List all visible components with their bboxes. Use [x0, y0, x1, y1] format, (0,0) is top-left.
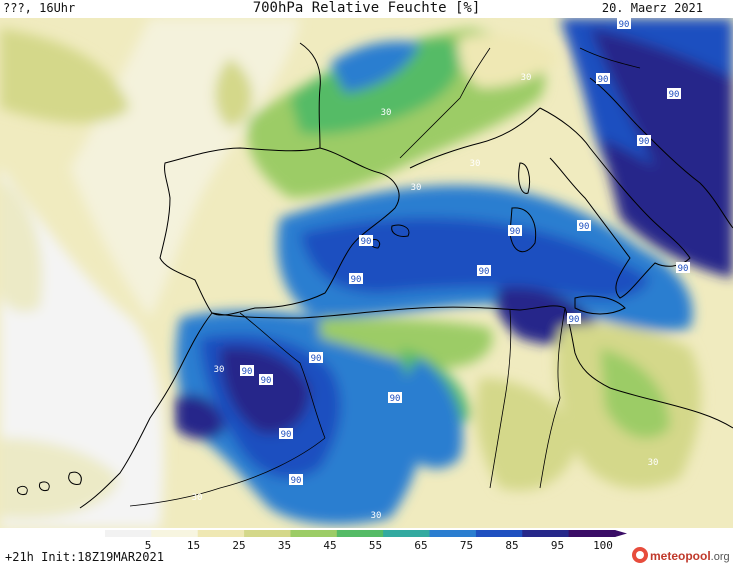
- label-90: 90: [617, 18, 631, 30]
- svg-text:90: 90: [261, 376, 272, 386]
- colorbar-arrow: [615, 530, 627, 537]
- label-90: 90: [596, 73, 610, 85]
- weekday-time: ???, 16Uhr: [3, 1, 76, 15]
- svg-text:30: 30: [411, 183, 422, 193]
- label-90: 90: [240, 365, 254, 377]
- colorbar-segment: [336, 530, 384, 537]
- label-30: 30: [371, 511, 382, 521]
- svg-text:90: 90: [361, 237, 372, 247]
- colorbar-segment: [475, 530, 523, 537]
- colorbar-tick-label: 75: [460, 539, 473, 550]
- label-30: 30: [192, 493, 203, 503]
- label-90: 90: [309, 352, 323, 364]
- colorbar-tick-label: 5: [145, 539, 152, 550]
- label-30: 30: [214, 365, 225, 375]
- map-title: 700hPa Relative Feuchte [%]: [252, 0, 481, 16]
- label-30: 30: [411, 183, 422, 193]
- svg-text:90: 90: [351, 275, 362, 285]
- label-90: 90: [508, 225, 522, 237]
- label-90: 90: [388, 392, 402, 404]
- svg-text:90: 90: [479, 267, 490, 277]
- svg-text:30: 30: [214, 365, 225, 375]
- label-90: 90: [676, 262, 690, 274]
- svg-text:90: 90: [598, 75, 609, 85]
- brand-logo: meteopool.org: [630, 546, 733, 566]
- colorbar-segment: [151, 530, 199, 537]
- svg-text:90: 90: [510, 227, 521, 237]
- label-90: 90: [477, 265, 491, 277]
- label-30: 30: [381, 108, 392, 118]
- colorbar-tick-label: 95: [551, 539, 564, 550]
- svg-text:90: 90: [291, 476, 302, 486]
- label-30: 30: [470, 159, 481, 169]
- colorbar-tick-label: 65: [414, 539, 427, 550]
- svg-text:90: 90: [390, 394, 401, 404]
- init-line: +21h Init:18Z19MAR2021: [5, 550, 164, 564]
- colorbar-segment: [290, 530, 338, 537]
- colorbar: 5 15 25 35 45 55 65 75 85 95 100: [105, 530, 627, 550]
- label-90: 90: [349, 273, 363, 285]
- colorbar-tick-label: 15: [187, 539, 200, 550]
- label-90: 90: [567, 313, 581, 325]
- label-90: 90: [667, 88, 681, 100]
- colorbar-segment: [383, 530, 431, 537]
- svg-text:90: 90: [579, 222, 590, 232]
- forecast-step: +21h: [5, 550, 34, 564]
- svg-text:90: 90: [639, 137, 650, 147]
- label-90: 90: [259, 374, 273, 386]
- svg-text:90: 90: [569, 315, 580, 325]
- coastlines: [17, 42, 733, 509]
- brand-name: meteopool.org: [650, 549, 730, 563]
- colorbar-segment: [568, 530, 616, 537]
- label-90: 90: [359, 235, 373, 247]
- map-footer: 5 15 25 35 45 55 65 75 85 95 100 +21h Init:18Z19MA…: [0, 528, 733, 566]
- label-90: 90: [577, 220, 591, 232]
- contour-labels: 90 90 90 90 90 90 90 90 90 90 90 90 90 9…: [192, 18, 690, 521]
- svg-text:90: 90: [678, 264, 689, 274]
- humidity-map: 90 90 90 90 90 90 90 90 90 90 90 90 90 9…: [0, 18, 733, 528]
- colorbar-segment: [429, 530, 477, 537]
- svg-text:30: 30: [381, 108, 392, 118]
- label-90: 90: [279, 428, 293, 440]
- colorbar-tick-label: 25: [232, 539, 245, 550]
- svg-text:30: 30: [521, 73, 532, 83]
- svg-text:30: 30: [192, 493, 203, 503]
- label-90: 90: [289, 474, 303, 486]
- meteopool-icon: [632, 547, 648, 563]
- svg-text:90: 90: [281, 430, 292, 440]
- colorbar-tick-label: 85: [505, 539, 518, 550]
- svg-text:90: 90: [311, 354, 322, 364]
- svg-text:30: 30: [470, 159, 481, 169]
- svg-text:90: 90: [669, 90, 680, 100]
- colorbar-tick-label: 45: [323, 539, 336, 550]
- colorbar-tick-label: 55: [369, 539, 382, 550]
- label-90: 90: [637, 135, 651, 147]
- label-30: 30: [648, 458, 659, 468]
- svg-text:90: 90: [242, 367, 253, 377]
- svg-text:30: 30: [648, 458, 659, 468]
- colorbar-tick-label: 100: [593, 539, 613, 550]
- colorbar-segment: [244, 530, 291, 537]
- colorbar-segment: [105, 530, 152, 537]
- svg-text:90: 90: [619, 20, 630, 30]
- map-header: ???, 16Uhr 700hPa Relative Feuchte [%] 2…: [0, 0, 733, 18]
- label-30: 30: [521, 73, 532, 83]
- colorbar-segment: [522, 530, 570, 537]
- init-time: Init:18Z19MAR2021: [41, 550, 164, 564]
- svg-text:30: 30: [371, 511, 382, 521]
- colorbar-tick-label: 35: [278, 539, 291, 550]
- forecast-date: 20. Maerz 2021: [601, 1, 703, 15]
- colorbar-segment: [197, 530, 245, 537]
